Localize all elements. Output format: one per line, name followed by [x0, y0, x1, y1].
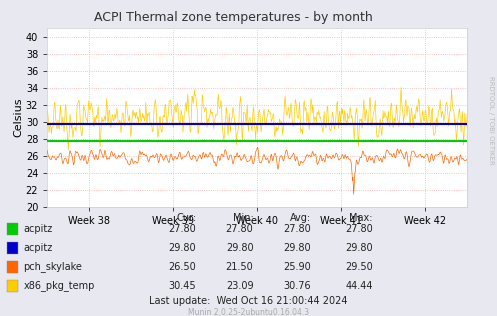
Text: Last update:  Wed Oct 16 21:00:44 2024: Last update: Wed Oct 16 21:00:44 2024 [149, 296, 348, 306]
Text: 29.80: 29.80 [226, 243, 253, 253]
Text: RRDTOOL / TOBI OETIKER: RRDTOOL / TOBI OETIKER [488, 76, 494, 164]
Text: ACPI Thermal zone temperatures - by month: ACPI Thermal zone temperatures - by mont… [94, 11, 373, 24]
Text: Cur:: Cur: [176, 213, 196, 223]
Text: Min:: Min: [233, 213, 253, 223]
Text: Avg:: Avg: [289, 213, 311, 223]
Text: x86_pkg_temp: x86_pkg_temp [23, 281, 95, 291]
Text: 25.90: 25.90 [283, 262, 311, 272]
Text: 29.80: 29.80 [345, 243, 373, 253]
Text: 23.09: 23.09 [226, 281, 253, 291]
Text: 30.45: 30.45 [168, 281, 196, 291]
Text: Max:: Max: [349, 213, 373, 223]
Text: 27.80: 27.80 [345, 224, 373, 234]
Text: 27.80: 27.80 [168, 224, 196, 234]
Text: 21.50: 21.50 [226, 262, 253, 272]
Text: pch_skylake: pch_skylake [23, 262, 82, 272]
Y-axis label: Celsius: Celsius [13, 98, 23, 137]
Text: 29.80: 29.80 [283, 243, 311, 253]
Text: 26.50: 26.50 [168, 262, 196, 272]
Text: 27.80: 27.80 [283, 224, 311, 234]
Text: 30.76: 30.76 [283, 281, 311, 291]
Text: acpitz: acpitz [23, 224, 53, 234]
Text: Munin 2.0.25-2ubuntu0.16.04.3: Munin 2.0.25-2ubuntu0.16.04.3 [188, 308, 309, 316]
Text: 29.80: 29.80 [168, 243, 196, 253]
Text: 44.44: 44.44 [345, 281, 373, 291]
Text: 29.50: 29.50 [345, 262, 373, 272]
Text: acpitz: acpitz [23, 243, 53, 253]
Text: 27.80: 27.80 [226, 224, 253, 234]
